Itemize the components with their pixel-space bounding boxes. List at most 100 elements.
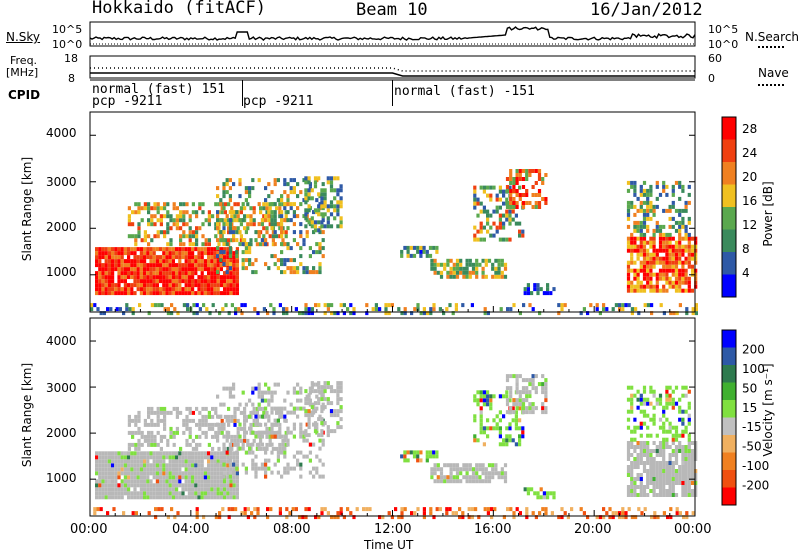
velocity-cell xyxy=(283,454,287,459)
power-cell xyxy=(264,242,268,247)
velocity-cell xyxy=(678,477,682,481)
velocity-cell xyxy=(147,430,151,435)
power-cell xyxy=(171,247,175,252)
velocity-cell xyxy=(200,475,204,480)
velocity-cell xyxy=(655,493,659,497)
velocity-cell xyxy=(117,487,121,492)
power-cell xyxy=(630,244,634,249)
power-cell xyxy=(409,245,413,250)
velocity-cell xyxy=(521,398,526,403)
power-cell xyxy=(326,176,330,181)
velocity-cell xyxy=(315,470,319,475)
power-cell xyxy=(175,218,179,223)
power-cell xyxy=(104,271,108,276)
velocity-cell xyxy=(528,390,532,395)
velocity-cell xyxy=(541,374,545,379)
power-cell xyxy=(216,210,220,215)
power-cell xyxy=(185,202,189,207)
velocity-cell xyxy=(244,466,248,471)
velocity-cell xyxy=(120,459,124,464)
power-cell xyxy=(528,173,532,177)
velocity-cell xyxy=(187,479,191,484)
power-cell xyxy=(155,271,159,276)
velocity-cell xyxy=(184,479,188,484)
velocity-cell xyxy=(544,406,548,411)
power-cell xyxy=(482,205,486,210)
power-cell xyxy=(486,185,490,190)
velocity-cell xyxy=(168,495,172,500)
velocity-cell xyxy=(544,511,548,516)
power-cell xyxy=(684,232,688,237)
power-cell xyxy=(222,182,226,187)
power-cell xyxy=(323,200,327,205)
power-cell xyxy=(639,228,643,233)
power-cell xyxy=(146,283,150,288)
velocity-cell xyxy=(430,475,434,480)
xtick-3: 12:00 xyxy=(374,522,412,537)
power-cell xyxy=(270,190,274,195)
velocity-cell xyxy=(422,507,426,512)
power-cell xyxy=(150,214,154,219)
power-cell xyxy=(462,270,466,275)
power-cell xyxy=(169,226,173,231)
velocity-cell xyxy=(184,475,188,480)
nave-tick-top: 60 xyxy=(708,52,722,65)
velocity-cell xyxy=(156,410,160,415)
velocity-cell xyxy=(633,445,637,449)
velocity-cell xyxy=(605,511,609,516)
velocity-cell xyxy=(107,475,111,480)
velocity-cell xyxy=(130,463,134,468)
power-cell xyxy=(232,210,236,215)
velocity-cell xyxy=(668,465,672,469)
velocity-cell xyxy=(278,422,282,427)
power-cell xyxy=(163,202,167,207)
velocity-cell xyxy=(114,479,118,484)
velocity-cell xyxy=(570,507,574,512)
velocity-cell xyxy=(662,481,666,485)
power-cell xyxy=(534,205,538,209)
velocity-cell xyxy=(236,426,240,431)
power-cell xyxy=(674,244,679,249)
velocity-cell xyxy=(217,426,221,431)
power-cell xyxy=(473,201,477,206)
velocity-cell xyxy=(235,455,239,460)
power-cell xyxy=(207,242,211,247)
power-cell xyxy=(462,274,466,279)
velocity-cell xyxy=(191,475,195,480)
power-cell xyxy=(694,256,698,261)
velocity-cell xyxy=(150,418,154,423)
power-cell xyxy=(292,214,296,219)
power-cell xyxy=(133,275,137,280)
power-cell xyxy=(248,194,252,199)
velocity-cell xyxy=(687,405,691,410)
velocity-cell xyxy=(329,401,334,406)
power-cell xyxy=(539,287,543,292)
velocity-cell xyxy=(203,475,207,480)
velocity-cell xyxy=(655,397,659,402)
power-cell xyxy=(465,270,469,275)
power-cell xyxy=(101,287,105,292)
velocity-cell xyxy=(674,425,679,430)
power-cell xyxy=(317,176,321,181)
velocity-cell xyxy=(498,426,502,431)
power-cell xyxy=(101,275,105,280)
power-cell xyxy=(528,303,532,308)
velocity-cell xyxy=(486,398,490,403)
velocity-cell xyxy=(233,410,237,415)
velocity-cell xyxy=(518,402,522,407)
velocity-cell xyxy=(166,442,170,447)
power-cell xyxy=(224,303,228,308)
velocity-cell xyxy=(178,467,182,472)
power-cell xyxy=(304,176,308,181)
power-cell xyxy=(159,247,163,252)
power-cell xyxy=(165,287,169,292)
velocity-cell xyxy=(150,406,154,411)
power-cell xyxy=(216,194,220,199)
velocity-cell xyxy=(307,409,311,414)
power-cell xyxy=(254,238,258,243)
velocity-cell xyxy=(531,374,535,379)
power-cell xyxy=(162,259,166,264)
beam-title: Beam 10 xyxy=(356,0,428,20)
power-cell xyxy=(232,267,236,272)
power-cell xyxy=(646,240,650,245)
